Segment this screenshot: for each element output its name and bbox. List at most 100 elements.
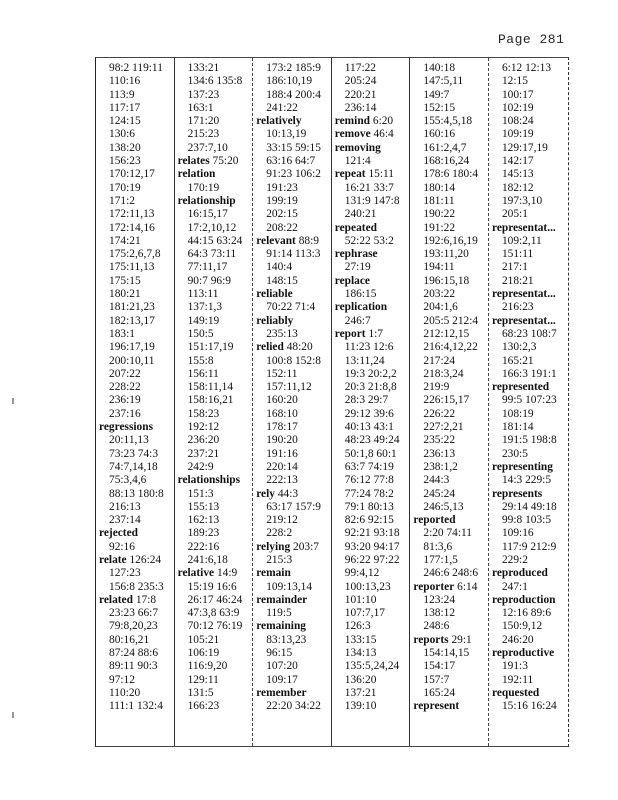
page-line-refs: 236:14 (344, 101, 377, 114)
index-reference: 220:14 (253, 461, 331, 474)
index-reference: 175:11,13 (96, 261, 174, 274)
page-line-refs: 138:12 (423, 607, 456, 620)
index-reference: 236:14 (332, 102, 410, 115)
page-line-refs: 79:1 80:13 (344, 500, 394, 513)
index-reference: 44:15 63:24 (175, 235, 253, 248)
index-headword: relates (177, 155, 210, 168)
index-reference: 216:4,12,22 (410, 341, 488, 354)
index-reference: 139:10 (332, 700, 410, 713)
index-reference: 22:20 34:22 (253, 700, 331, 713)
index-reference: 73:23 74:3 (96, 448, 174, 461)
page-line-refs: 148:15 (266, 274, 298, 287)
page-line-refs: 217:24 (423, 354, 456, 367)
index-reference: 105:21 (175, 634, 253, 647)
index-reference: 74:7,14,18 (96, 461, 174, 474)
index-reference: 236:20 (175, 434, 253, 447)
page-line-refs: 191:22 (423, 221, 456, 234)
index-reference: 219:9 (410, 381, 488, 394)
page-line-refs: 134:13 (344, 647, 377, 660)
page-line-refs: 48:23 49:24 (344, 434, 400, 447)
page-line-refs: 40:13 43:1 (344, 421, 394, 434)
index-reference: 246:5,13 (410, 501, 488, 514)
page-line-refs: 130:2,3 (501, 341, 537, 354)
index-reference: 63:16 64:7 (253, 155, 331, 168)
page-line-refs: 113:11 (187, 288, 219, 301)
page-line-refs: 2:20 74:11 (423, 527, 472, 540)
index-headword: representing (491, 460, 553, 473)
index-reference: 98:2 119:11 (96, 62, 174, 75)
index-reference: 171:2 (96, 195, 174, 208)
page-line-refs: 117:9 212:9 (501, 540, 557, 553)
page-line-refs: 91:23 106:2 (266, 168, 321, 181)
index-reference: 140:18 (410, 62, 488, 75)
page-line-refs: 10:13,19 (266, 128, 307, 141)
index-reference: 246:7 (332, 315, 410, 328)
index-reference: 222:13 (253, 474, 331, 487)
page-line-refs: 194:11 (423, 261, 455, 274)
index-entry: reproductive (489, 647, 568, 660)
index-reference: 123:24 (410, 594, 488, 607)
index-reference: 131:5 (175, 687, 253, 700)
index-reference: 82:6 92:15 (332, 514, 410, 527)
page-line-refs: 137:1,3 (187, 301, 223, 314)
page-line-refs: 142:17 (501, 155, 534, 168)
page-line-refs: 155:13 (187, 500, 220, 513)
index-reference: 177:1,5 (410, 554, 488, 567)
index-reference: 137:23 (175, 89, 253, 102)
index-reference: 182:12 (489, 182, 568, 195)
page-line-refs: 212:12,15 (423, 327, 470, 340)
index-reference: 149:7 (410, 89, 488, 102)
index-reference: 192:12 (175, 421, 253, 434)
index-entry: reliably (253, 315, 331, 328)
index-reference: 163:1 (175, 102, 253, 115)
index-entry: represent (410, 700, 488, 713)
page-line-refs: 6:12 12:13 (501, 62, 552, 74)
page-line-refs: 178:17 (266, 421, 298, 434)
page-line-refs: 207:22 (109, 367, 141, 380)
index-reference: 142:17 (489, 155, 568, 168)
index-entry: representing (489, 461, 568, 474)
index-reference: 156:23 (96, 155, 174, 168)
page-line-refs: 235:22 (423, 434, 456, 447)
index-reference: 11:23 12:6 (332, 341, 410, 354)
page-line-refs: 154:14,15 (423, 647, 470, 660)
index-reference: 237:21 (175, 448, 253, 461)
index-reference: 205:1 (489, 208, 568, 221)
page-line-refs: 81:3,6 (423, 540, 453, 553)
index-reference: 175:2,6,7,8 (96, 248, 174, 261)
page-line-refs: 197:3,10 (501, 194, 543, 207)
index-reference: 165:21 (489, 355, 568, 368)
page-line-refs: 89:11 90:3 (109, 660, 158, 673)
index-reference: 235:22 (410, 434, 488, 447)
index-reference: 108:24 (489, 115, 568, 128)
page-line-refs: 160:20 (266, 394, 298, 407)
index-reference: 205:5 212:4 (410, 315, 488, 328)
page-line-refs: 101:10 (344, 593, 377, 606)
page-line-refs: 168:10 (266, 407, 298, 420)
page-line-refs: 68:23 108:7 (501, 327, 557, 340)
page-line-refs: 191:5 198:8 (501, 434, 557, 447)
index-reference: 240:21 (332, 208, 410, 221)
index-reference: 126:3 (332, 620, 410, 633)
page-line-refs: 82:6 92:15 (344, 514, 394, 527)
index-reference: 181:21,23 (96, 301, 174, 314)
index-column: 98:2 119:11 110:16 113:9 117:17 124:15 130:6 1… (96, 58, 175, 746)
index-reference: 237:14 (96, 514, 174, 527)
page-line-refs: 27:19 (344, 261, 371, 274)
index-entry: requested (489, 687, 568, 700)
page-line-refs: 189:23 (187, 527, 220, 540)
index-reference: 238:1,2 (410, 461, 488, 474)
page-line-refs: 88:9 (298, 234, 319, 247)
page-line-refs: 50:1,8 60:1 (344, 447, 397, 460)
page-line-refs: 26:17 46:24 (187, 593, 243, 606)
page-number: Page 281 (498, 32, 565, 47)
page-line-refs: 216:13 (109, 500, 141, 513)
index-reference: 191:16 (253, 448, 331, 461)
index-reference: 92:16 (96, 541, 174, 554)
page-line-refs: 155:8 (187, 354, 214, 367)
index-reference: 180:21 (96, 288, 174, 301)
page-line-refs: 83:13,23 (266, 633, 307, 646)
page-line-refs: 17:8 (135, 593, 157, 606)
index-reference: 40:13 43:1 (332, 421, 410, 434)
page-line-refs: 119:5 (266, 607, 292, 620)
